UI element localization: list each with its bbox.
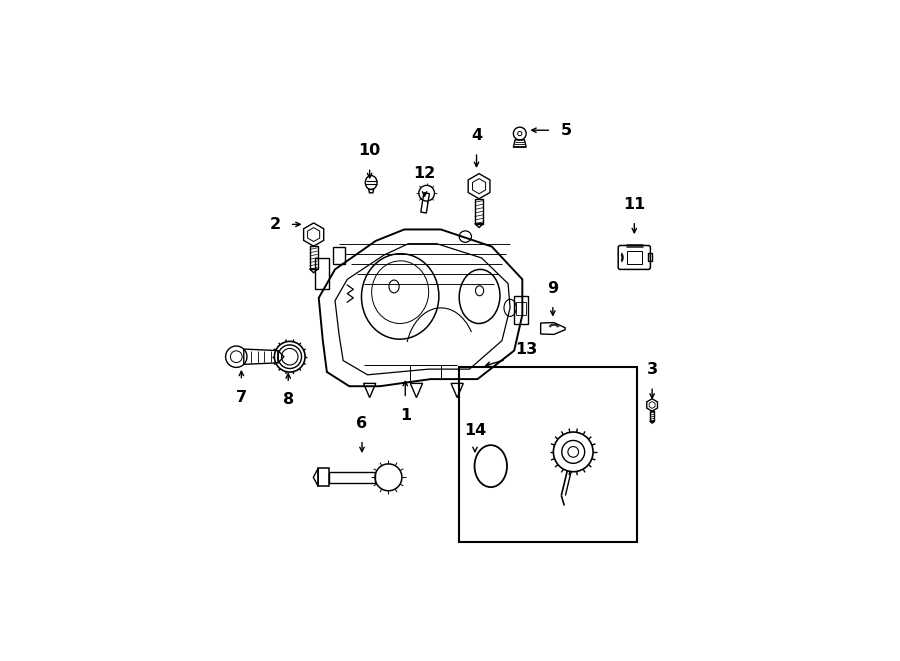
Bar [319, 468, 329, 486]
Text: 12: 12 [413, 166, 436, 181]
Bar [329, 472, 375, 483]
Bar [517, 302, 526, 315]
Text: 8: 8 [283, 393, 293, 407]
Text: 4: 4 [471, 128, 482, 143]
Bar [310, 246, 318, 269]
Bar [627, 251, 642, 264]
Bar [475, 199, 483, 223]
Text: 11: 11 [623, 197, 645, 212]
Text: 13: 13 [515, 342, 537, 357]
Text: 14: 14 [464, 423, 486, 438]
Text: 9: 9 [547, 281, 558, 295]
Text: 6: 6 [356, 416, 367, 430]
Bar [459, 367, 637, 543]
Text: 2: 2 [269, 217, 281, 232]
Bar [333, 247, 346, 264]
Text: 1: 1 [400, 408, 410, 422]
Text: 7: 7 [236, 390, 247, 405]
Bar [650, 411, 654, 421]
Text: 3: 3 [646, 362, 658, 377]
Bar [648, 253, 652, 262]
Text: 10: 10 [358, 143, 381, 158]
Text: 5: 5 [561, 123, 572, 137]
Bar [315, 258, 328, 290]
Bar [514, 296, 528, 323]
